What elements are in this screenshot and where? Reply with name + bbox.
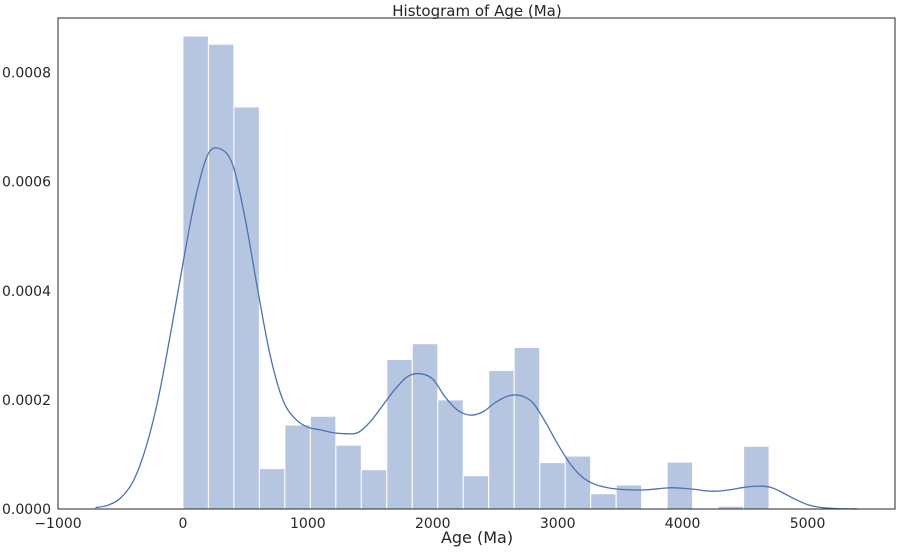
histogram-bar-19: [666, 461, 694, 510]
histogram-bar-12: [488, 369, 515, 510]
y-axis-ticks: 0.0000 0.0002 0.0004 0.0006 0.0008: [2, 66, 51, 518]
x-tick-label-6: 5000: [790, 516, 826, 532]
y-tick-label-4: 0.0008: [2, 66, 51, 82]
chart-title: Histogram of Age (Ma): [392, 2, 561, 20]
y-tick-label-1: 0.0002: [2, 393, 51, 409]
histogram-bar-17: [615, 484, 643, 510]
y-tick-label-2: 0.0004: [2, 284, 51, 300]
histogram-bar-8: [386, 359, 413, 510]
x-tick-label-0: −1000: [34, 516, 81, 532]
x-tick-label-3: 2000: [415, 516, 451, 532]
histogram-bar-0: [182, 35, 209, 510]
histogram-bar-22: [743, 445, 770, 510]
histogram-bar-16: [590, 493, 617, 510]
histogram-bar-3: [258, 468, 286, 510]
histogram-bar-1: [207, 43, 235, 510]
plot-frame: [57, 17, 896, 510]
histogram-bar-15: [564, 455, 592, 510]
histogram-bar-7: [360, 469, 388, 510]
x-tick-label-4: 3000: [540, 516, 576, 532]
histogram-bar-5: [309, 415, 337, 510]
x-tick-label-2: 1000: [290, 516, 326, 532]
histogram-bar-11: [462, 475, 490, 510]
histogram-bar-9: [411, 343, 439, 510]
histogram-bar-10: [437, 399, 464, 510]
histogram-bar-4: [284, 424, 311, 510]
y-tick-label-0: 0.0000: [2, 502, 51, 518]
histogram-bar-2: [233, 106, 260, 510]
histogram-bar-14: [539, 462, 566, 510]
x-axis-label: Age (Ma): [441, 528, 513, 547]
x-axis-ticks: −1000 0 1000 2000 3000 4000 5000: [34, 516, 825, 532]
y-tick-label-3: 0.0006: [2, 175, 51, 191]
histogram-bar-13: [513, 347, 541, 510]
bars-layer: [182, 35, 770, 510]
kde-density-line: [95, 147, 858, 510]
x-tick-label-5: 4000: [665, 516, 701, 532]
x-tick-label-1: 0: [178, 516, 187, 532]
histogram-bar-6: [335, 444, 362, 510]
